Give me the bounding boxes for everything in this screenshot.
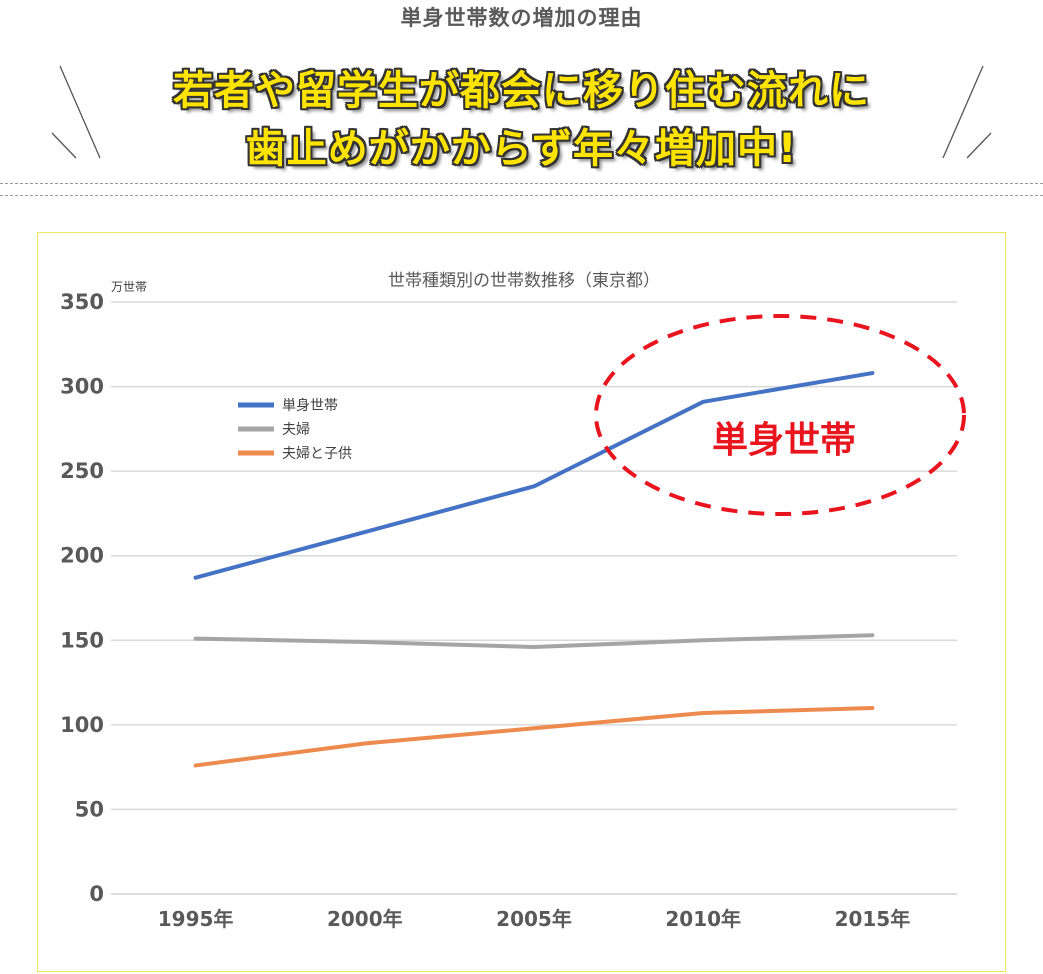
legend-label: 夫婦 [282, 421, 310, 438]
y-tick-label: 50 [75, 797, 104, 821]
y-tick-label: 300 [60, 375, 104, 399]
y-tick-label: 350 [60, 290, 104, 314]
y-tick-label: 250 [60, 459, 104, 483]
divider-dashed-bottom [0, 195, 1043, 196]
x-tick-label: 1995年 [158, 907, 234, 931]
headline-line-2: 歯止めがかからず年々増加中! [245, 126, 798, 172]
legend-label: 夫婦と子供 [282, 445, 352, 462]
x-tick-label: 2005年 [496, 907, 572, 931]
y-tick-label: 0 [89, 882, 104, 906]
x-axis-ticks: 1995年 2000年 2005年 2010年 2015年 [158, 907, 910, 931]
line-chart: 0 50 100 150 200 250 300 350 1995年 2000年 2005年 201… [60, 271, 966, 931]
headline-line-1: 若者や留学生が都会に移り住む流れに [173, 68, 870, 114]
series-line-2 [193, 705, 875, 768]
x-tick-label: 2010年 [665, 907, 741, 931]
grid-lines [111, 301, 957, 895]
right-emphasis-line-long [942, 65, 984, 159]
highlight-ellipse [594, 314, 966, 516]
chart-title: 世帯種類別の世帯数推移（東京都） [388, 271, 660, 291]
series-lines [193, 371, 875, 768]
divider-dashed-top [0, 183, 1043, 184]
annotation-label: 単身世帯 [712, 420, 856, 461]
x-tick-label: 2000年 [327, 907, 403, 931]
left-emphasis-line-long [59, 65, 101, 159]
x-tick-label: 2015年 [835, 907, 911, 931]
left-emphasis-line-short [51, 132, 77, 159]
legend-label: 単身世帯 [282, 398, 338, 414]
header-subtitle: 単身世帯数の増加の理由 [400, 6, 643, 30]
series-line-1 [193, 633, 875, 650]
chart-frame: 0 50 100 150 200 250 300 350 1995年 2000年 2005年 201… [37, 232, 1006, 972]
y-tick-label: 200 [60, 544, 104, 568]
y-axis-ticks: 0 50 100 150 200 250 300 350 [60, 290, 104, 906]
y-axis-unit-label: 万世帯 [111, 280, 147, 294]
decorative-emphasis-lines [51, 65, 992, 159]
y-tick-label: 100 [60, 713, 104, 737]
right-emphasis-line-short [966, 132, 992, 159]
y-tick-label: 150 [60, 628, 104, 652]
